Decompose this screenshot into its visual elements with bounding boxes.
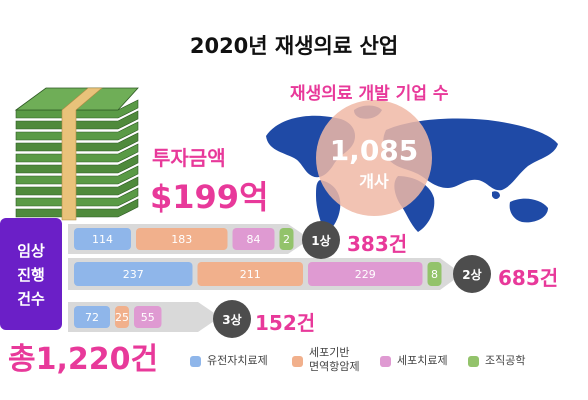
legend-cell-therapy: 세포치료제: [380, 354, 448, 368]
legend-swatch-cell: [380, 356, 391, 367]
legend-immunotherapy: 세포기반 면역항암제: [292, 346, 360, 374]
phase-3-total: 152건: [255, 311, 316, 335]
total-trials: 총1,220건: [8, 342, 159, 377]
trials-label-line-2: 진행: [17, 266, 45, 284]
bar-label-phase-3-series-1: 72: [85, 311, 99, 324]
bar-phase-3-series-1: [74, 306, 110, 328]
phase-2-total: 685건: [498, 266, 559, 290]
legend-label-cell: 세포치료제: [397, 354, 448, 367]
bar-phase-2-series-3: [308, 262, 423, 286]
legend-label-immuno: 세포기반 면역항암제: [309, 346, 360, 373]
legend-swatch-tissue: [468, 356, 479, 367]
companies-circle: [316, 100, 432, 216]
bar-phase-2-series-1: [74, 262, 193, 286]
bar-phase-1-series-2: [136, 228, 228, 250]
bar-label-phase-1-series-1: 114: [92, 233, 113, 246]
bar-label-phase-2-series-2: 211: [240, 268, 261, 281]
world-map-icon: [266, 100, 558, 234]
bar-phase-3-series-3: [134, 306, 162, 328]
bar-label-phase-1-series-2: 183: [171, 233, 192, 246]
phase-1-total: 383건: [347, 232, 408, 256]
phase-1-badge: 1상: [302, 221, 340, 259]
legend-label-tissue: 조직공학: [485, 354, 526, 367]
companies-unit: 개사: [359, 172, 389, 191]
legend-label-gene: 유전자치료제: [207, 354, 268, 367]
investment-label: 투자금액: [152, 146, 226, 170]
bar-phase-3-series-2: [115, 306, 129, 328]
phase-3-badge: 3상: [213, 300, 251, 338]
bar-label-phase-2-series-4: 8: [431, 268, 438, 281]
bar-label-phase-3-series-3: 55: [141, 311, 155, 324]
bar-label-phase-1-series-3: 84: [247, 233, 261, 246]
trials-label-line-1: 임상: [17, 242, 45, 260]
money-stack-icon: [14, 87, 139, 221]
bar-label-phase-1-series-4: 2: [283, 233, 290, 246]
companies-value: 1,085: [329, 134, 419, 167]
legend-swatch-gene: [190, 356, 201, 367]
legend-gene-therapy: 유전자치료제: [190, 354, 268, 368]
bar-label-phase-3-series-2: 25: [115, 311, 129, 324]
trials-label-line-3: 건수: [17, 290, 45, 308]
phase-2-badge: 2상: [453, 255, 491, 293]
legend-tissue-engineering: 조직공학: [468, 354, 525, 368]
bar-phase-1-series-4: [279, 228, 294, 250]
investment-value: $199억: [150, 178, 269, 216]
legend-swatch-immuno: [292, 356, 303, 367]
bar-phase-2-series-2: [197, 262, 303, 286]
page-title: 2020년 재생의료 산업: [189, 34, 399, 58]
bar-phase-2-series-4: [427, 262, 442, 286]
bar-label-phase-2-series-3: 229: [355, 268, 376, 281]
bar-label-phase-2-series-1: 237: [123, 268, 144, 281]
companies-label: 재생의료 개발 기업 수: [290, 84, 449, 104]
bar-phase-1-series-1: [74, 228, 131, 250]
bar-phase-1-series-3: [232, 228, 275, 250]
clinical-trials-box: 임상 진행 건수: [0, 218, 62, 330]
